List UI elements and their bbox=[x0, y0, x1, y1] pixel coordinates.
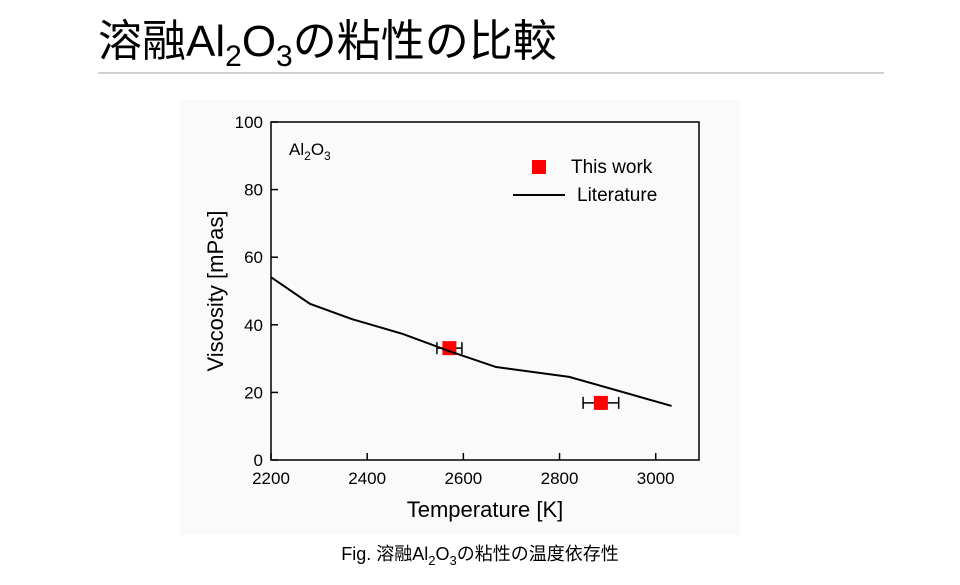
legend-label: Literature bbox=[577, 185, 657, 206]
y-tick-label: 100 bbox=[235, 113, 263, 132]
annotation-part: Al bbox=[289, 140, 304, 159]
slide-title: 溶融Al2O3の粘性の比較 bbox=[98, 17, 557, 73]
y-tick-label: 0 bbox=[254, 451, 263, 470]
caption-sub: 3 bbox=[450, 553, 457, 568]
caption-sub: 2 bbox=[428, 553, 435, 568]
legend-label: This work bbox=[571, 157, 653, 178]
x-tick-label: 2400 bbox=[348, 469, 386, 488]
title-part: の粘性の比較 bbox=[293, 17, 557, 66]
title-sub: 3 bbox=[276, 40, 293, 73]
data-point bbox=[593, 395, 608, 410]
figure-background bbox=[180, 100, 740, 535]
title-sub: 2 bbox=[225, 40, 242, 73]
plot-frame bbox=[270, 121, 700, 461]
x-axis-label: Temperature [K] bbox=[407, 497, 564, 522]
y-tick-label: 20 bbox=[244, 383, 263, 402]
annotation: Al2O3 bbox=[289, 140, 331, 163]
title-part: 溶融Al bbox=[98, 17, 225, 66]
plot: 2200 2400 2600 2800 3000 0 20 40 60 80 100 Temperat… bbox=[203, 113, 700, 522]
title-part: O bbox=[242, 17, 276, 66]
legend-marker bbox=[532, 160, 546, 174]
x-tick-label: 2800 bbox=[541, 469, 579, 488]
y-tick-label: 80 bbox=[244, 181, 263, 200]
caption-part: O bbox=[436, 544, 450, 564]
caption-part: Fig. 溶融Al bbox=[341, 544, 428, 564]
x-tick-label: 2200 bbox=[252, 469, 290, 488]
caption: Fig. 溶融Al2O3の粘性の温度依存性 bbox=[341, 544, 619, 568]
annotation-sub: 3 bbox=[324, 149, 331, 163]
x-tick-label: 3000 bbox=[637, 469, 675, 488]
annotation-part: O bbox=[311, 140, 324, 159]
y-axis-label: Viscosity [mPas] bbox=[203, 211, 228, 372]
x-tick-label: 2600 bbox=[444, 469, 482, 488]
y-tick-label: 60 bbox=[244, 248, 263, 267]
data-line bbox=[270, 276, 672, 407]
caption-part: の粘性の温度依存性 bbox=[457, 544, 619, 564]
y-tick-label: 40 bbox=[244, 316, 263, 335]
annotation-sub: 2 bbox=[304, 149, 311, 163]
